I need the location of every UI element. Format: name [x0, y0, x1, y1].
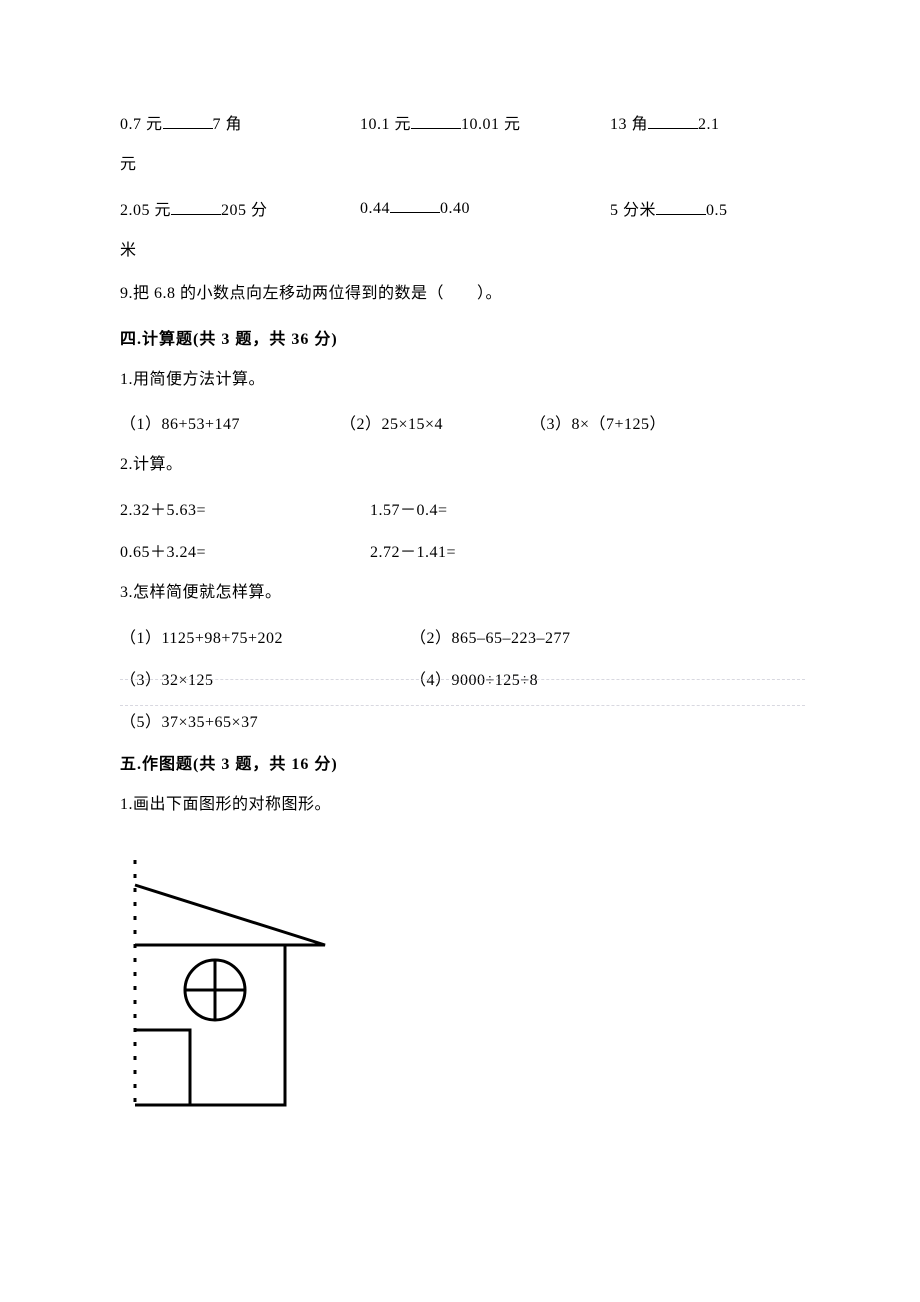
- calc-item: （5）37×35+65×37: [120, 708, 410, 732]
- calc-item: （3）32×125: [120, 666, 410, 690]
- section-4-title: 四.计算题(共 3 题，共 36 分): [120, 325, 800, 349]
- question-9: 9.把 6.8 的小数点向左移动两位得到的数是（ ）。: [120, 281, 800, 307]
- s4-q3-row1: （1）1125+98+75+202 （2）865–65–223–277: [120, 624, 800, 648]
- calc-item: 2.32＋5.63=: [120, 496, 370, 520]
- calc-item: （4）9000÷125÷8: [410, 666, 800, 690]
- calc-item: [410, 708, 800, 732]
- house-wall: [135, 945, 285, 1105]
- s4-q2-row1: 2.32＋5.63= 1.57－0.4=: [120, 496, 800, 520]
- calc-item: （2）25×15×4: [340, 410, 530, 434]
- page-horizontal-dashed-line: [120, 705, 805, 706]
- compare-left: 10.1 元: [360, 116, 411, 133]
- compare-item: 13 角 2.1: [610, 110, 800, 134]
- blank[interactable]: [411, 112, 461, 129]
- compare-item: 5 分米 0.5: [610, 196, 800, 220]
- house-door: [135, 1030, 190, 1105]
- compare-left: 0.7 元: [120, 116, 163, 133]
- calc-item: （2）865–65–223–277: [410, 624, 800, 648]
- s4-q2-label: 2.计算。: [120, 452, 800, 478]
- page-horizontal-dashed-line: [120, 679, 805, 680]
- s4-q1-label: 1.用简便方法计算。: [120, 367, 800, 393]
- document-page: 0.7 元7 角 10.1 元10.01 元 13 角2.1 元 2.05 元2…: [0, 0, 920, 1302]
- compare-right: 205 分: [221, 202, 268, 219]
- compare-left: 5 分米: [610, 202, 656, 219]
- unit-wrap: 元: [120, 152, 800, 178]
- s4-q3-label: 3.怎样简便就怎样算。: [120, 580, 800, 606]
- compare-left: 0.44: [360, 200, 390, 217]
- calc-item: 0.65＋3.24=: [120, 538, 370, 562]
- compare-item: 0.44 0.40: [360, 196, 610, 220]
- q-gap[interactable]: [444, 285, 477, 302]
- q-text-after: ）。: [477, 285, 502, 302]
- compare-left: 13 角: [610, 116, 648, 133]
- section-5-title: 五.作图题(共 3 题，共 16 分): [120, 750, 800, 774]
- blank[interactable]: [648, 112, 698, 129]
- compare-right: 7 角: [213, 116, 243, 133]
- calc-item: （1）1125+98+75+202: [120, 624, 410, 648]
- s4-q3-row2: （3）32×125 （4）9000÷125÷8: [120, 666, 800, 690]
- compare-item: 2.05 元 205 分: [120, 196, 360, 220]
- compare-item: 0.7 元 7 角: [120, 110, 360, 134]
- compare-item: 10.1 元 10.01 元: [360, 110, 610, 134]
- s4-q2-row2: 0.65＋3.24= 2.72－1.41=: [120, 538, 800, 562]
- compare-row-1: 0.7 元 7 角 10.1 元 10.01 元 13 角 2.1: [120, 110, 800, 134]
- compare-right: 0.5: [706, 202, 728, 219]
- compare-left: 2.05 元: [120, 202, 171, 219]
- unit-wrap: 米: [120, 238, 800, 264]
- house-figure: [115, 855, 345, 1115]
- blank[interactable]: [171, 198, 221, 215]
- q-text: 把 6.8 的小数点向左移动两位得到的数是（: [133, 285, 444, 302]
- blank[interactable]: [163, 112, 213, 129]
- calc-item: 1.57－0.4=: [370, 496, 800, 520]
- s5-q1: 1.画出下面图形的对称图形。: [120, 792, 800, 818]
- calc-item: （1）86+53+147: [120, 410, 340, 434]
- blank[interactable]: [656, 198, 706, 215]
- s4-q1-items: （1）86+53+147 （2）25×15×4 （3）8×（7+125）: [120, 410, 800, 434]
- calc-item: 2.72－1.41=: [370, 538, 800, 562]
- compare-right: 2.1: [698, 116, 720, 133]
- house-roof: [135, 885, 325, 945]
- s4-q3-row3: （5）37×35+65×37: [120, 708, 800, 732]
- blank[interactable]: [390, 196, 440, 213]
- q-label: 9.: [120, 285, 133, 302]
- calc-item: （3）8×（7+125）: [530, 410, 800, 434]
- compare-right: 0.40: [440, 200, 470, 217]
- compare-right: 10.01 元: [461, 116, 521, 133]
- compare-row-2: 2.05 元 205 分 0.44 0.40 5 分米 0.5: [120, 196, 800, 220]
